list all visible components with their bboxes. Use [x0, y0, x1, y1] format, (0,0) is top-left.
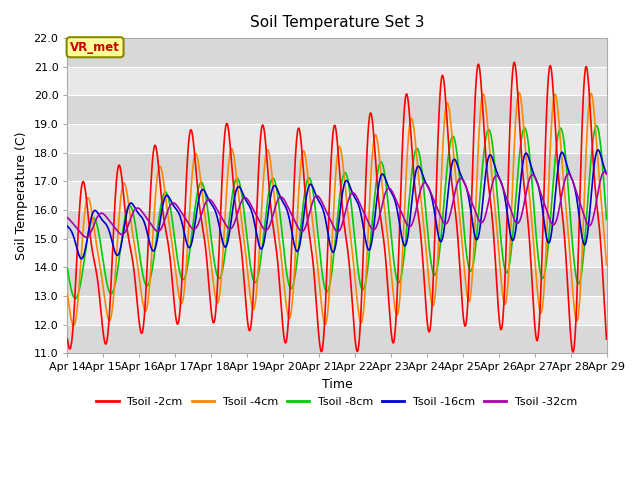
Bar [67, 153, 607, 181]
Bar [67, 96, 607, 124]
Bar [67, 267, 607, 296]
Bar [67, 67, 607, 96]
Bar [67, 239, 607, 267]
Bar [67, 124, 607, 153]
Text: VR_met: VR_met [70, 41, 120, 54]
Bar [67, 210, 607, 239]
Bar [67, 181, 607, 210]
Y-axis label: Soil Temperature (C): Soil Temperature (C) [15, 132, 28, 260]
Bar [67, 296, 607, 325]
Legend: Tsoil -2cm, Tsoil -4cm, Tsoil -8cm, Tsoil -16cm, Tsoil -32cm: Tsoil -2cm, Tsoil -4cm, Tsoil -8cm, Tsoi… [92, 392, 582, 411]
Title: Soil Temperature Set 3: Soil Temperature Set 3 [250, 15, 424, 30]
Bar [67, 38, 607, 67]
Bar [67, 325, 607, 353]
X-axis label: Time: Time [322, 378, 353, 391]
